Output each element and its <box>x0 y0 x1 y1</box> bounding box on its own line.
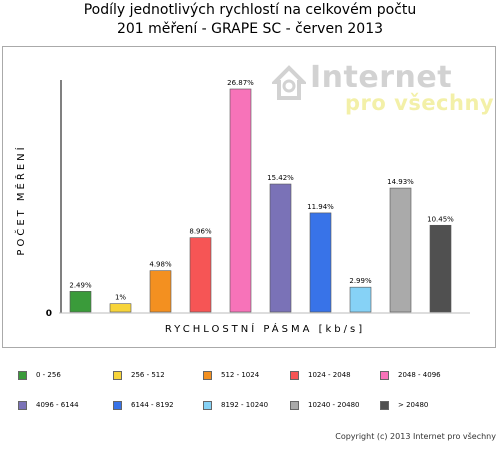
bar-4 <box>229 88 252 313</box>
legend-swatch-6 <box>113 400 122 410</box>
bar-value-label-6: 11.94% <box>307 203 334 211</box>
legend-swatch-3 <box>290 370 299 380</box>
watermark-logo-line2: pro všechny <box>345 91 495 115</box>
legend-swatch-5 <box>18 400 27 410</box>
legend-label-4: 2048 - 4096 <box>398 371 441 379</box>
legend-swatch-8 <box>290 400 299 410</box>
y-tick-label: 0 <box>46 309 52 319</box>
bar-value-label-5: 15.42% <box>267 174 294 182</box>
bar-value-label-2: 4.98% <box>149 261 172 269</box>
bar-value-label-4: 26.87% <box>227 79 254 87</box>
legend-label-8: 10240 - 20480 <box>308 401 360 409</box>
legend-item-1: 256 - 512 <box>113 370 165 380</box>
bar-value-label-8: 14.93% <box>387 178 414 186</box>
legend-label-2: 512 - 1024 <box>221 371 260 379</box>
x-axis-label: RYCHLOSTNÍ PÁSMA [kb/s] <box>164 324 366 335</box>
legend-label-3: 1024 - 2048 <box>308 371 351 379</box>
legend-item-3: 1024 - 2048 <box>290 370 351 380</box>
legend-swatch-0 <box>18 370 27 380</box>
bar-5 <box>269 183 292 313</box>
bar-0 <box>69 291 92 313</box>
legend-swatch-7 <box>203 400 212 410</box>
bar-8 <box>389 187 412 313</box>
legend-item-8: 10240 - 20480 <box>290 400 360 410</box>
legend-label-1: 256 - 512 <box>131 371 165 379</box>
bar-value-label-0: 2.49% <box>69 281 92 289</box>
bar-3 <box>189 237 212 313</box>
legend-label-7: 8192 - 10240 <box>221 401 269 409</box>
legend-swatch-1 <box>113 370 122 380</box>
bar-7 <box>349 286 372 313</box>
bar-6 <box>309 212 332 313</box>
chart-subtitle: 201 měření - GRAPE SC - červen 2013 <box>116 21 384 37</box>
bar-value-label-9: 10.45% <box>427 215 454 223</box>
legend-swatch-2 <box>203 370 212 380</box>
copyright-text: Copyright (c) 2013 Internet pro všechny <box>335 432 496 441</box>
legend-item-5: 4096 - 6144 <box>18 400 79 410</box>
legend-swatch-9 <box>380 400 389 410</box>
legend-item-7: 8192 - 10240 <box>203 400 268 410</box>
bar-value-label-1: 1% <box>115 294 126 302</box>
legend-label-0: 0 - 256 <box>36 371 61 379</box>
legend-swatch-4 <box>380 370 389 380</box>
bar-value-label-3: 8.96% <box>189 228 212 236</box>
chart-title: Podíly jednotlivých rychlostí na celkové… <box>83 2 417 18</box>
legend-item-9: > 20480 <box>380 400 428 410</box>
bar-9 <box>429 224 452 313</box>
bar-1 <box>109 303 132 313</box>
legend-item-2: 512 - 1024 <box>203 370 259 380</box>
house-logo-icon <box>272 65 306 100</box>
y-axis-label: POČET MĚŘENÍ <box>16 144 27 256</box>
legend-item-0: 0 - 256 <box>18 370 61 380</box>
bar-2 <box>149 270 172 313</box>
legend-item-6: 6144 - 8192 <box>113 400 174 410</box>
bar-value-label-7: 2.99% <box>349 277 372 285</box>
legend-label-5: 4096 - 6144 <box>36 401 79 409</box>
legend-item-4: 2048 - 4096 <box>380 370 441 380</box>
legend-label-6: 6144 - 8192 <box>131 401 174 409</box>
watermark-logo-line1: Internet <box>310 60 453 95</box>
legend-label-9: > 20480 <box>398 401 429 409</box>
